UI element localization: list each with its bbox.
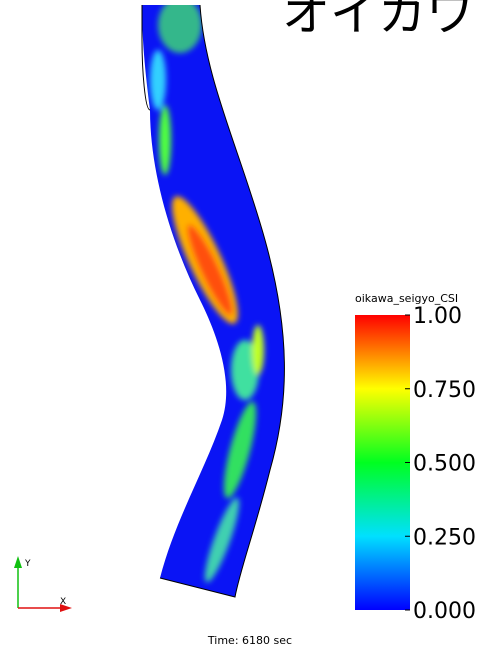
channel: [142, 5, 285, 597]
color-bar-label: 1.00: [413, 304, 462, 329]
color-bar: [355, 315, 410, 610]
color-bar-label: 0.500: [413, 452, 476, 477]
x-axis-label: X: [60, 597, 66, 607]
y-arrow-head: [14, 556, 22, 568]
color-bar-label: 0.750: [413, 378, 476, 403]
color-bar-labels: 1.00 0.750 0.500 0.250 0.000: [405, 304, 476, 624]
color-bar-label: 0.250: [413, 525, 476, 550]
color-bar-label: 0.000: [413, 599, 476, 624]
channel-outline: [141, 4, 285, 598]
color-bar-title: oikawa_seigyo_CSI: [355, 292, 458, 305]
title: オイカワ: [282, 0, 474, 42]
time-label: Time: 6180 sec: [207, 634, 292, 647]
y-axis-label: Y: [24, 559, 31, 569]
x-arrow-head: [60, 604, 72, 612]
